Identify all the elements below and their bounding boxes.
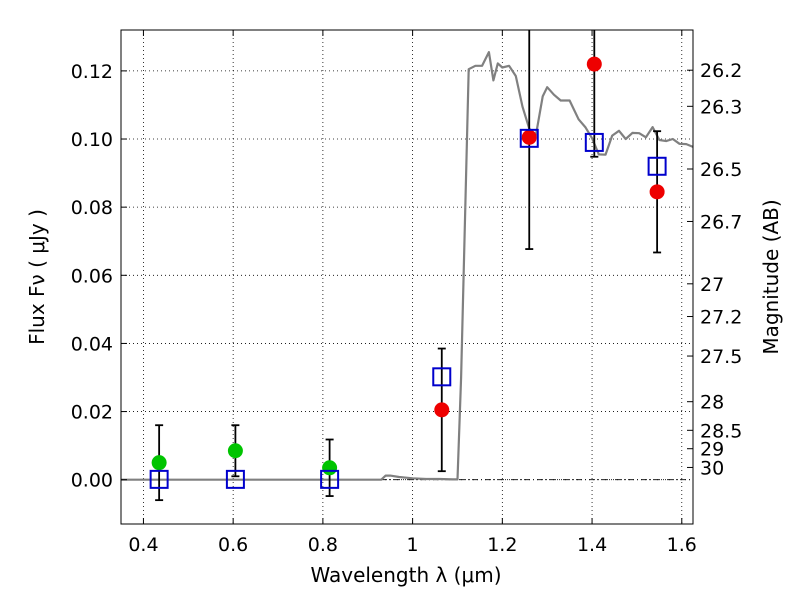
data-point (649, 184, 665, 200)
plot-area (121, 30, 693, 524)
y-tick-label: 0.02 (71, 402, 113, 424)
model-flux-point (225, 469, 245, 489)
right-tick-label: 26.2 (700, 60, 742, 82)
data-point (521, 129, 537, 145)
x-tick-label: 1 (407, 534, 419, 556)
right-tick-label: 30 (700, 457, 724, 479)
model-flux-point (647, 156, 667, 176)
grid (121, 30, 693, 524)
data-point (322, 460, 338, 476)
y-tick-label: 0.10 (71, 129, 113, 151)
data-point (586, 56, 602, 72)
x-axis-label: Wavelength λ (μm) (310, 563, 501, 587)
right-tick-label: 26.7 (700, 211, 742, 233)
data-point (434, 402, 450, 418)
model-flux-point (320, 469, 340, 489)
y-tick-label: 0.00 (71, 470, 113, 492)
model-flux-point (432, 367, 452, 387)
x-tick-label: 1.6 (667, 534, 697, 556)
x-tick-label: 1.2 (487, 534, 517, 556)
right-tick-label: 26.3 (700, 96, 742, 118)
data-markers (149, 56, 667, 489)
x-tick-label: 0.4 (128, 534, 158, 556)
y-tick-label: 0.06 (71, 265, 113, 287)
model-flux-point (149, 469, 169, 489)
model-flux-point (584, 132, 604, 152)
right-tick-label: 27.2 (700, 307, 742, 329)
model-spectrum-line (121, 50, 693, 481)
right-tick-label: 28 (700, 392, 724, 414)
right-tick-label: 26.5 (700, 159, 742, 181)
y-tick-label: 0.08 (71, 197, 113, 219)
data-point (151, 455, 167, 471)
y-tick-label: 0.04 (71, 333, 113, 355)
right-tick-label: 27.5 (700, 346, 742, 368)
right-tick-label: 28.5 (700, 420, 742, 442)
right-tick-label: 29 (700, 439, 724, 461)
x-tick-label: 1.4 (577, 534, 607, 556)
model-flux-point (519, 128, 539, 148)
x-tick-label: 0.8 (308, 534, 338, 556)
y-axis-label: Flux Fν ( μJy ) (25, 209, 49, 345)
y-axis-right-label: Magnitude (AB) (759, 199, 783, 354)
x-tick-label: 0.6 (218, 534, 248, 556)
y-tick-label: 0.12 (71, 61, 113, 83)
model-spectrum (121, 50, 693, 481)
plot-frame (120, 29, 694, 525)
data-point (227, 443, 243, 459)
axis-ticks: 0.4 0.6 0.8 1 1.2 1.4 1.6 0.00 0.02 0.04 0.06 0.08 0… (71, 30, 742, 556)
right-tick-label: 27 (700, 274, 724, 296)
